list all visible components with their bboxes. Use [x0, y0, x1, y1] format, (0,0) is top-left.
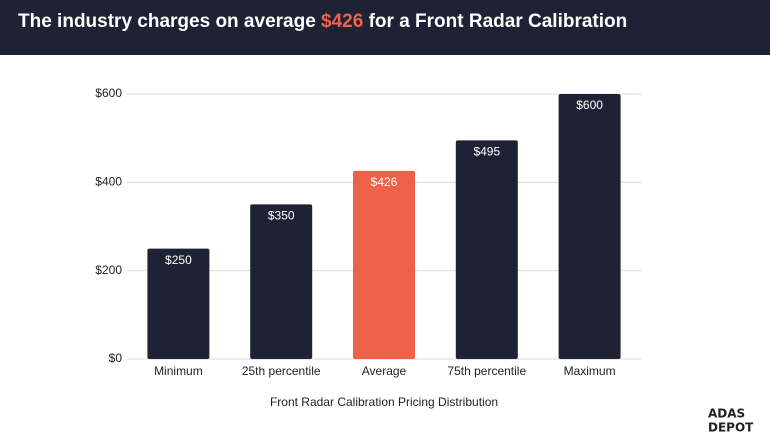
data-label: $350 [268, 209, 295, 223]
y-tick-label: $600 [95, 86, 122, 100]
data-label: $495 [473, 145, 500, 159]
bar [558, 94, 621, 359]
logo: ADAS [708, 407, 745, 421]
x-tick-label: Average [362, 364, 407, 378]
title-part: The industry charges on average [18, 11, 321, 32]
bar [455, 140, 518, 359]
x-tick-label: Minimum [154, 364, 203, 378]
bar [147, 248, 210, 359]
logo: DEPOT [708, 421, 754, 435]
x-tick-label: 75th percentile [447, 364, 526, 378]
chart-title: The industry charges on average $426 for… [18, 11, 627, 32]
title-part: $426 [321, 11, 363, 32]
y-tick-label: $200 [95, 263, 122, 277]
x-tick-label: 25th percentile [242, 364, 321, 378]
bar [353, 170, 415, 359]
data-label: $600 [576, 98, 603, 112]
x-tick-label: Maximum [564, 364, 616, 378]
data-label: $250 [165, 253, 192, 267]
bar [250, 204, 313, 359]
title-part: for a Front Radar Calibration [363, 11, 627, 32]
x-axis-label: Front Radar Calibration Pricing Distribu… [270, 395, 498, 409]
y-tick-label: $400 [95, 175, 122, 189]
header-band [0, 0, 770, 55]
data-label: $426 [371, 175, 398, 189]
y-tick-label: $0 [109, 351, 123, 365]
